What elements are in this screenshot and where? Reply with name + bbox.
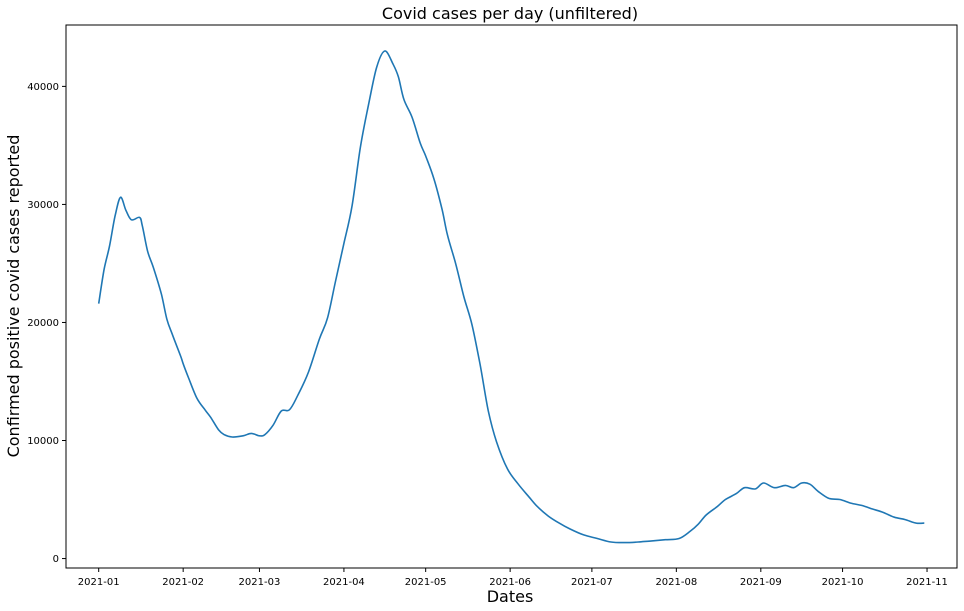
- x-tick-label: 2021-08: [655, 577, 697, 588]
- chart-title: Covid cases per day (unfiltered): [382, 4, 638, 23]
- y-tick-label: 40000: [27, 82, 59, 93]
- x-tick-label: 2021-05: [405, 577, 447, 588]
- x-tick-label: 2021-04: [323, 577, 365, 588]
- x-tick-label: 2021-03: [239, 577, 281, 588]
- x-tick-label: 2021-06: [489, 577, 531, 588]
- y-tick-label: 30000: [27, 200, 59, 211]
- x-tick-label: 2021-09: [740, 577, 782, 588]
- y-axis-label: Confirmed positive covid cases reported: [4, 135, 23, 458]
- x-tick-label: 2021-11: [906, 577, 948, 588]
- x-tick-label: 2021-01: [78, 577, 120, 588]
- x-tick-label: 2021-02: [162, 577, 204, 588]
- series-line-0: [97, 50, 925, 544]
- y-tick-label: 20000: [27, 318, 59, 329]
- x-tick-label: 2021-10: [822, 577, 864, 588]
- y-tick-label: 0: [53, 554, 59, 565]
- x-axis-label: Dates: [487, 587, 534, 606]
- plot-frame: [65, 24, 958, 569]
- y-tick-label: 10000: [27, 436, 59, 447]
- x-tick-label: 2021-07: [571, 577, 613, 588]
